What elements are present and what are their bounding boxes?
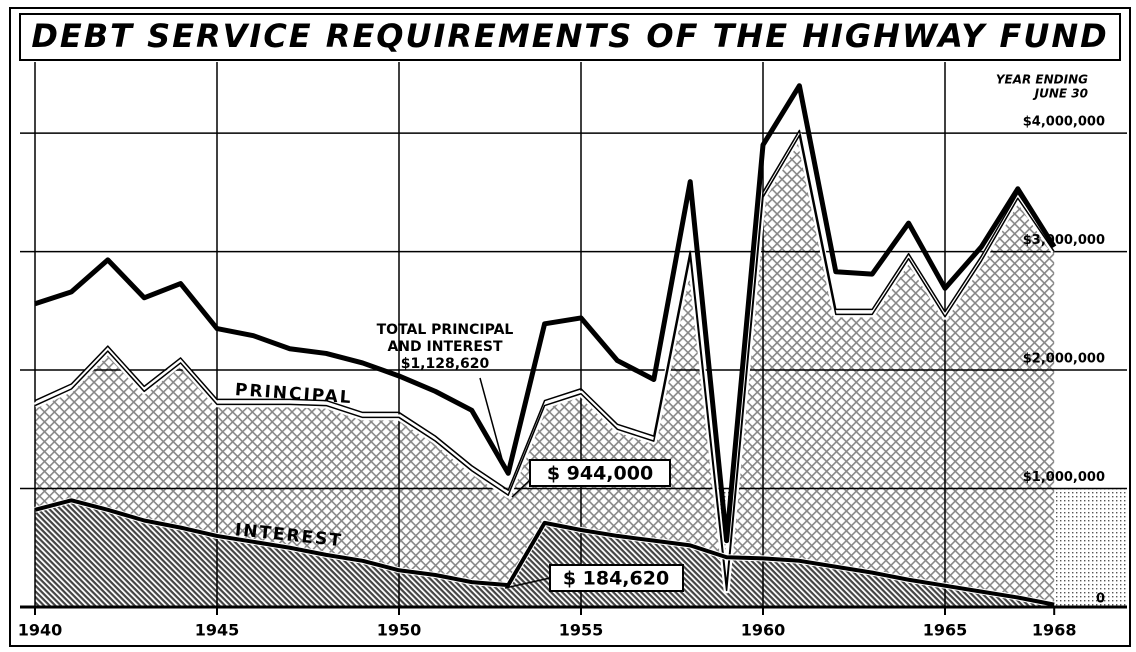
y-tick-label: $4,000,000 xyxy=(1023,115,1105,130)
annotation: $ 184,620 xyxy=(563,568,669,590)
total-line xyxy=(34,83,1057,544)
annotation: TOTAL PRINCIPAL xyxy=(377,322,514,338)
label-box xyxy=(549,564,684,592)
area-edge xyxy=(34,498,1055,607)
area-edge xyxy=(34,134,1055,592)
x-tick-label: 1960 xyxy=(741,621,786,640)
annotation: $1,128,620 xyxy=(401,356,490,372)
x-tick-label: 1940 xyxy=(18,621,63,640)
annotation: $ 944,000 xyxy=(547,463,653,485)
x-tick-label: 1968 xyxy=(1032,621,1077,640)
annotation: YEAR ENDING xyxy=(996,73,1088,87)
annotation: JUNE 30 xyxy=(1033,87,1088,101)
x-tick-label: 1955 xyxy=(559,621,604,640)
area-edge-outer xyxy=(34,129,1055,587)
y-tick-label: 0 xyxy=(1096,592,1105,607)
x-tick-label: 1965 xyxy=(923,621,968,640)
area xyxy=(35,500,1055,607)
arrow xyxy=(479,377,506,471)
y-tick-label: $3,000,000 xyxy=(1023,233,1105,248)
chart-title: DEBT SERVICE REQUIREMENTS OF THE HIGHWAY… xyxy=(31,17,1108,55)
frame xyxy=(9,7,1131,647)
annotation: AND INTEREST xyxy=(387,339,503,355)
arrow xyxy=(511,479,531,498)
x-tick-label: 1945 xyxy=(195,621,240,640)
x-tick-label: 1950 xyxy=(377,621,422,640)
label-box xyxy=(529,459,671,487)
y-tick-label: $2,000,000 xyxy=(1023,352,1105,367)
y-tick-label: $1,000,000 xyxy=(1023,470,1105,485)
arrow xyxy=(504,577,551,589)
title-box xyxy=(19,13,1121,61)
